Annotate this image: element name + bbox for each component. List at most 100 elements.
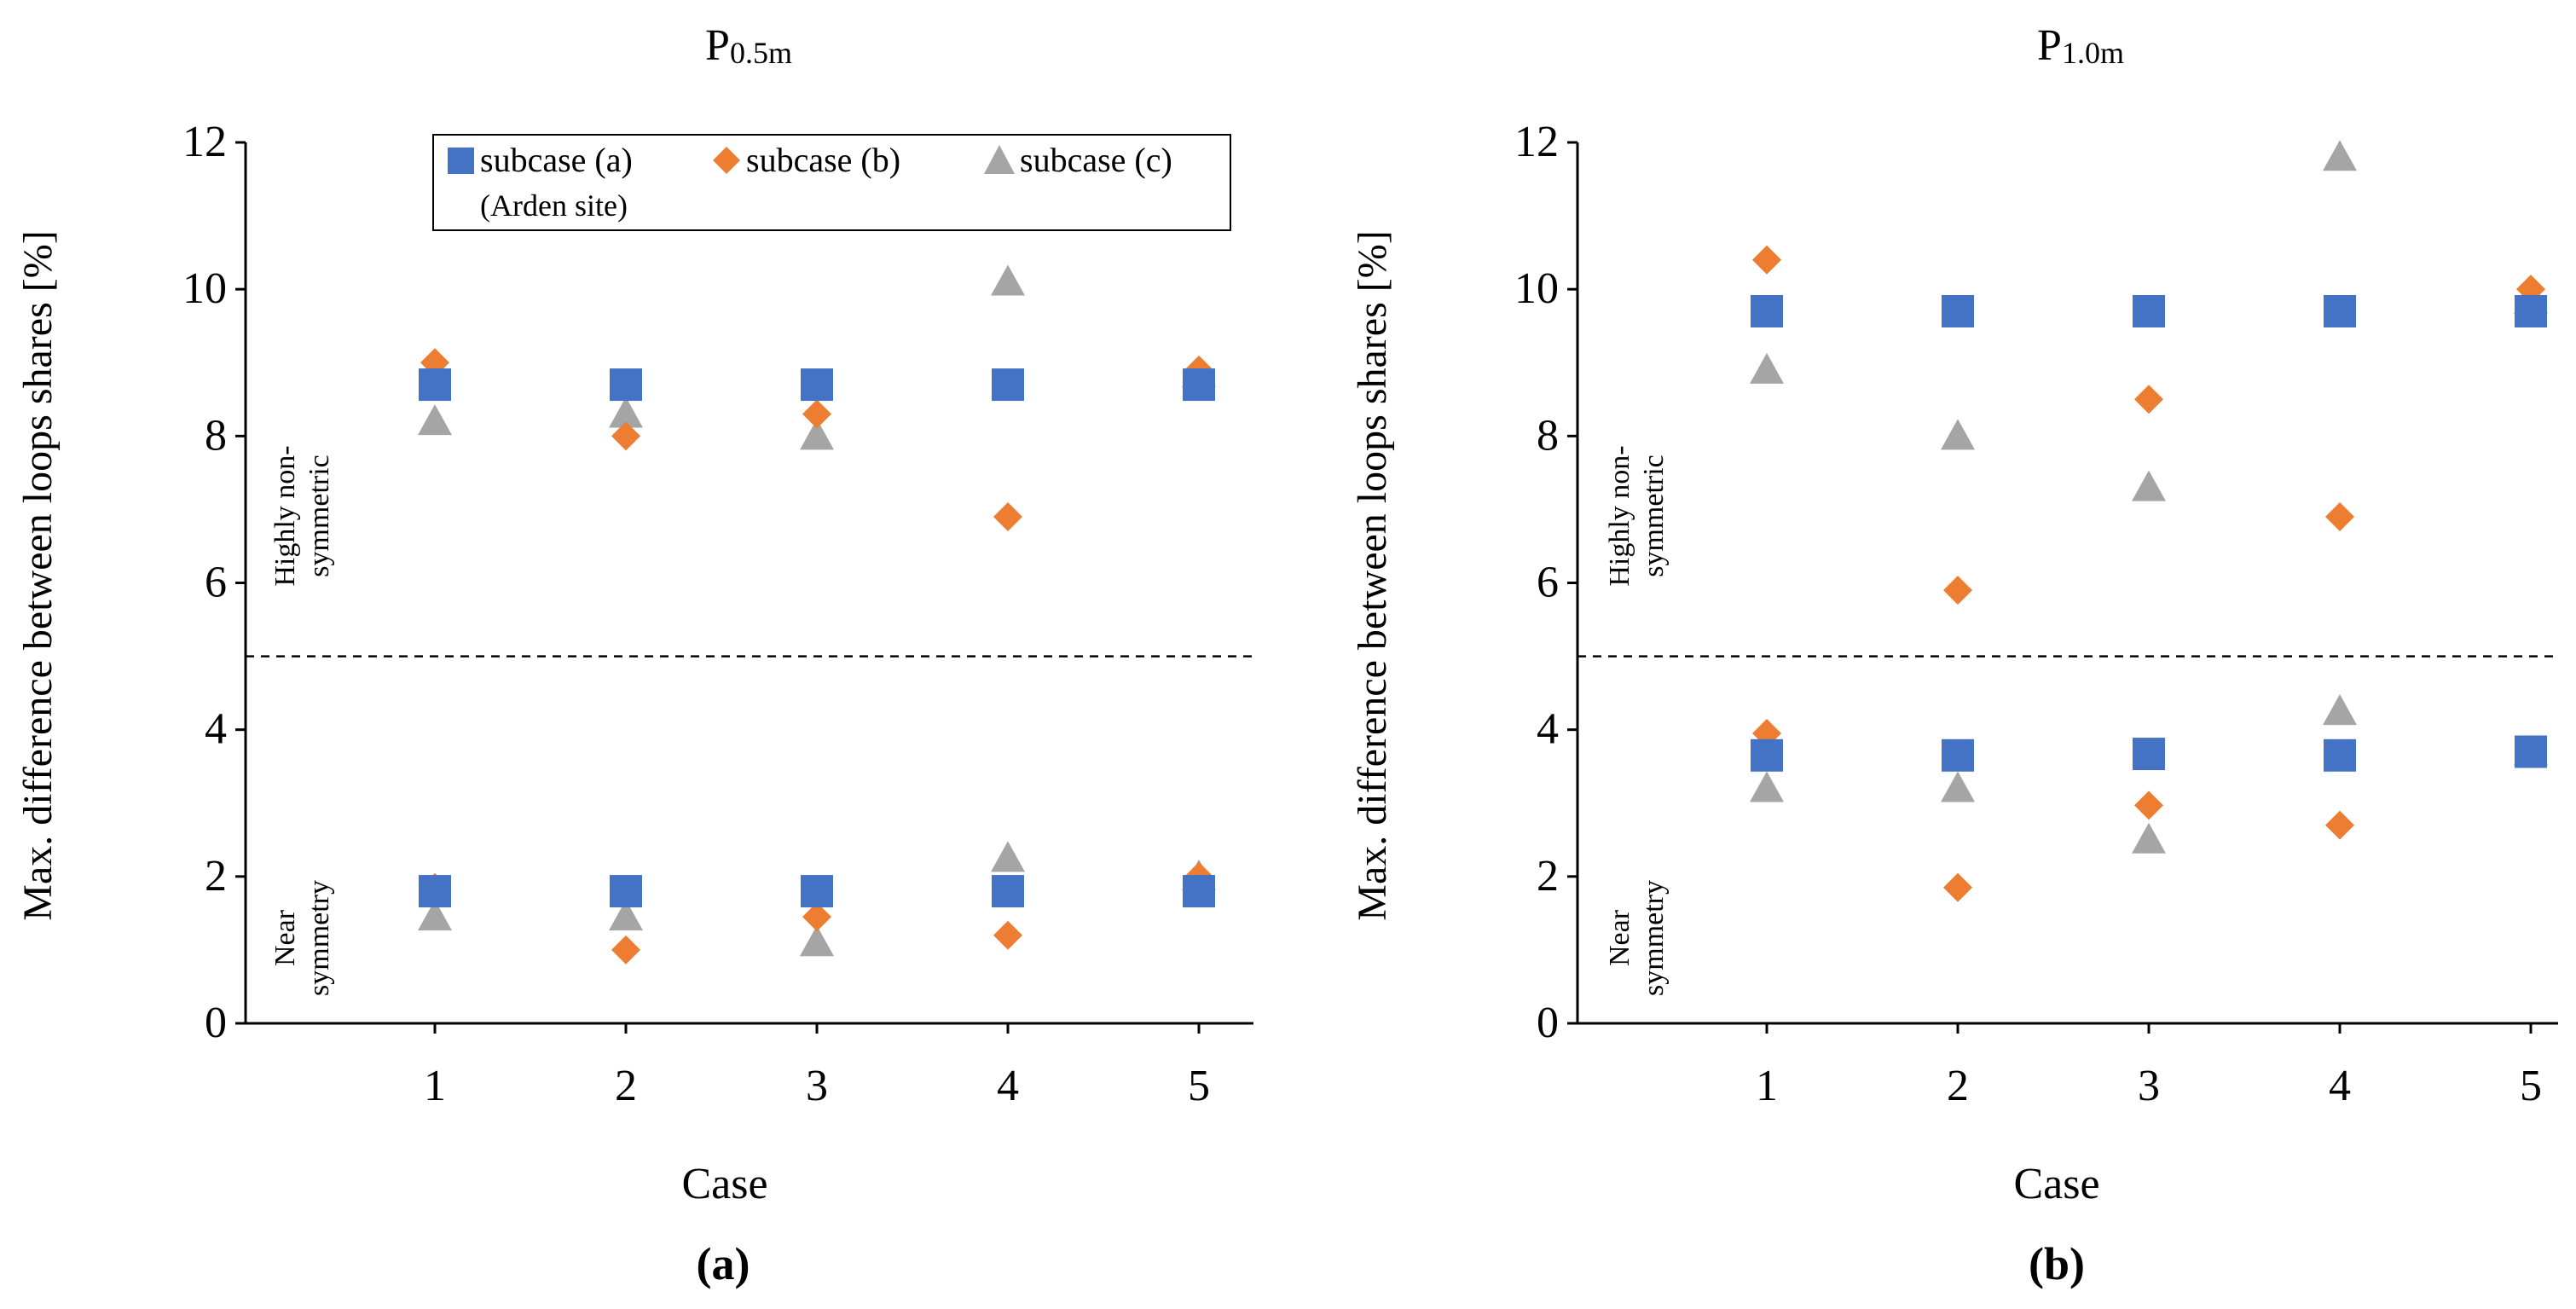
marker-b-triangle-case1-lower — [1750, 771, 1784, 802]
x-tick-label-a-3: 3 — [806, 1062, 828, 1110]
y-tick-label-b-4: 4 — [1537, 705, 1559, 754]
y-axis-label-a: Max. difference between loops shares [%] — [15, 230, 61, 920]
svg-text:symmetry: symmetry — [1638, 880, 1670, 996]
marker-b-square-case3-upper — [2133, 294, 2165, 327]
marker-b-diamond-case2-upper — [1943, 576, 1972, 605]
legend-marker-subcase-c — [984, 145, 1015, 174]
marker-a-diamond-case4-lower — [993, 920, 1022, 950]
marker-a-square-case4-upper — [992, 368, 1024, 402]
legend-box — [432, 134, 1231, 231]
legend: subcase (a) (Arden site) subcase (b) sub… — [432, 134, 1231, 231]
y-tick-label-b-0: 0 — [1537, 999, 1559, 1047]
marker-b-diamond-case2-lower — [1943, 872, 1972, 902]
marker-b-diamond-case3-lower — [2134, 791, 2163, 820]
marker-b-triangle-case3-upper — [2132, 470, 2166, 501]
region-label-near-symmetry-a: Near symmetry — [269, 880, 335, 996]
panel-label-b: (b) — [2029, 1238, 2085, 1289]
marker-b-square-case5-lower — [2515, 735, 2547, 768]
x-tick-label-a-4: 4 — [997, 1062, 1019, 1110]
marker-a-triangle-case3-upper — [800, 419, 834, 450]
marker-a-diamond-case2-lower — [611, 935, 640, 964]
marker-a-square-case4-lower — [992, 875, 1024, 908]
marker-b-square-case1-lower — [1751, 738, 1783, 772]
marker-a-square-case1-lower — [419, 875, 451, 908]
svg-text:Near: Near — [1604, 909, 1635, 966]
marker-a-triangle-case3-lower — [800, 925, 834, 957]
x-tick-label-a-5: 5 — [1188, 1062, 1210, 1110]
marker-b-square-case3-lower — [2133, 738, 2165, 771]
region-label-highly-nonsymmetric-b: Highly non- symmetric — [1604, 445, 1670, 586]
marker-a-square-case5-upper — [1183, 368, 1215, 402]
marker-a-triangle-case1-upper — [418, 404, 452, 436]
marker-b-triangle-case2-lower — [1941, 771, 1975, 802]
legend-label-subcase-b: subcase (b) — [746, 141, 900, 179]
marker-a-triangle-case2-upper — [609, 397, 643, 428]
chart-panel-a: P0.5m Max. difference between loops shar… — [15, 21, 1253, 1289]
y-tick-label-b-2: 2 — [1537, 852, 1559, 901]
marker-b-square-case2-lower — [1942, 738, 1974, 772]
y-tick-label-b-12: 12 — [1514, 118, 1559, 166]
marker-a-diamond-case2-upper — [611, 421, 640, 451]
marker-a-square-case1-upper — [419, 368, 451, 402]
marker-a-square-case5-lower — [1183, 875, 1215, 908]
marker-a-diamond-case4-upper — [993, 502, 1022, 532]
y-tick-label-a-12: 12 — [182, 118, 227, 166]
x-axis-label-b: Case — [2013, 1160, 2099, 1208]
region-label-near-symmetry-b: Near symmetry — [1604, 880, 1670, 996]
panel-label-a: (a) — [697, 1238, 750, 1289]
y-tick-label-b-8: 8 — [1537, 411, 1559, 460]
marker-b-triangle-case3-lower — [2132, 822, 2166, 854]
marker-b-square-case2-upper — [1942, 294, 1974, 327]
marker-b-triangle-case4-upper — [2323, 140, 2357, 171]
marker-a-diamond-case3-lower — [802, 902, 831, 932]
svg-text:Highly non-: Highly non- — [1604, 445, 1635, 586]
marker-a-diamond-case3-upper — [802, 399, 831, 429]
x-tick-label-b-2: 2 — [1947, 1062, 1969, 1110]
y-tick-label-a-2: 2 — [205, 852, 227, 901]
x-tick-label-b-4: 4 — [2329, 1062, 2351, 1110]
marker-a-triangle-case2-lower — [609, 900, 643, 931]
marker-a-square-case2-upper — [610, 368, 642, 402]
y-tick-label-b-6: 6 — [1537, 559, 1559, 607]
y-tick-label-b-10: 10 — [1514, 264, 1559, 313]
svg-text:Near: Near — [269, 909, 301, 966]
svg-text:symmetric: symmetric — [1638, 455, 1670, 577]
marker-b-triangle-case1-upper — [1750, 352, 1784, 384]
region-label-highly-nonsymmetric-a: Highly non- symmetric — [269, 445, 335, 586]
legend-sublabel-arden-site: (Arden site) — [480, 188, 628, 223]
x-tick-label-b-5: 5 — [2520, 1062, 2542, 1110]
x-axis-label-a: Case — [681, 1160, 767, 1208]
legend-label-subcase-a: subcase (a) — [480, 141, 633, 179]
marker-b-diamond-case4-lower — [2325, 810, 2354, 840]
marker-a-square-case2-lower — [610, 875, 642, 908]
chart-title-a: P0.5m — [705, 21, 792, 70]
x-tick-label-b-3: 3 — [2138, 1062, 2160, 1110]
marker-b-square-case5-upper — [2515, 294, 2547, 327]
svg-text:symmetry: symmetry — [304, 880, 335, 996]
marker-b-triangle-case2-upper — [1941, 419, 1975, 450]
legend-marker-subcase-b — [713, 147, 740, 174]
marker-b-diamond-case1-upper — [1752, 245, 1781, 275]
y-axis-label-b: Max. difference between loops shares [%] — [1350, 230, 1395, 920]
y-tick-label-a-4: 4 — [205, 705, 227, 754]
marker-a-square-case3-upper — [801, 368, 833, 402]
marker-b-diamond-case4-upper — [2325, 502, 2354, 532]
y-tick-label-a-0: 0 — [205, 999, 227, 1047]
marker-a-triangle-case4-lower — [991, 841, 1025, 872]
marker-b-diamond-case3-upper — [2134, 385, 2163, 414]
svg-text:symmetric: symmetric — [304, 455, 335, 577]
marker-a-triangle-case4-upper — [991, 264, 1025, 296]
marker-a-square-case3-lower — [801, 875, 833, 908]
marker-b-square-case4-upper — [2324, 294, 2356, 327]
svg-text:Highly non-: Highly non- — [269, 445, 301, 586]
chart-panel-b: P1.0m Max. difference between loops shar… — [1350, 21, 2558, 1289]
y-tick-label-a-6: 6 — [205, 559, 227, 607]
marker-a-triangle-case1-lower — [418, 900, 452, 931]
y-tick-label-a-8: 8 — [205, 411, 227, 460]
marker-b-square-case4-lower — [2324, 738, 2356, 772]
chart-title-b: P1.0m — [2037, 21, 2124, 70]
x-tick-label-a-1: 1 — [424, 1062, 446, 1110]
x-tick-label-b-1: 1 — [1756, 1062, 1778, 1110]
x-tick-label-a-2: 2 — [615, 1062, 637, 1110]
